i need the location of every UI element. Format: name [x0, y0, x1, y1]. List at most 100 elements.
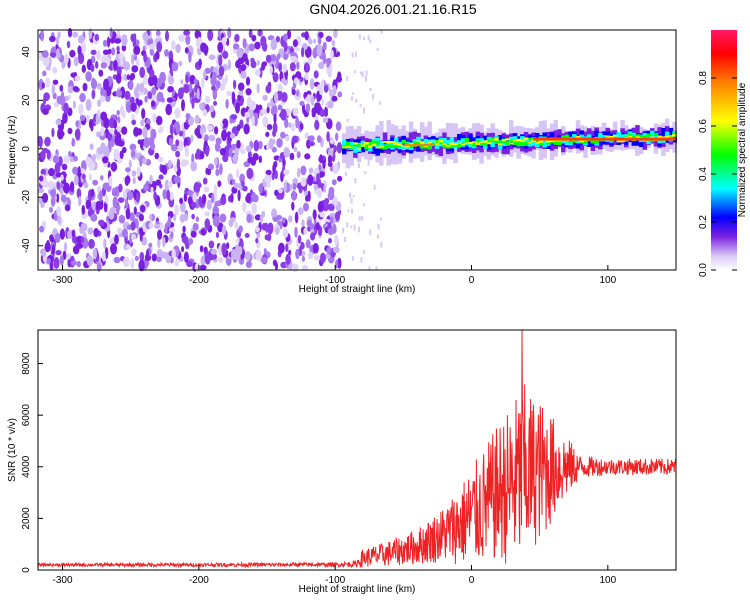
signal-band-cell — [538, 140, 544, 143]
spectrogram-cell — [358, 216, 361, 221]
spectrogram-cell — [259, 67, 263, 78]
spectrogram-cell — [139, 251, 145, 262]
spectrogram-cell — [283, 147, 291, 158]
spectrogram-cell — [329, 216, 334, 224]
signal-band-cell — [356, 142, 362, 152]
spectrogram-cell — [274, 170, 278, 180]
spectrogram-cell — [96, 50, 101, 61]
signal-band-cell — [531, 140, 536, 146]
spectrogram-cell — [71, 137, 75, 147]
spectrogram-cell — [139, 66, 146, 79]
spectrogram-cell — [255, 249, 262, 261]
spectrogram-cell — [244, 251, 251, 261]
signal-band-cell — [368, 143, 373, 152]
signal-band-cell — [527, 137, 533, 141]
spectrogram-cell — [331, 39, 335, 47]
spectrogram-cell — [307, 135, 315, 141]
signal-band-cell — [460, 143, 466, 146]
spectrogram-cell — [313, 218, 317, 226]
signal-band-cell — [483, 141, 488, 147]
spectrogram-cell — [53, 257, 60, 269]
spectrogram-cell — [292, 178, 299, 184]
spectrogram-cell — [54, 233, 61, 244]
spectrogram-cell — [221, 129, 228, 142]
signal-band-cell — [564, 134, 570, 140]
spectrogram-cell — [110, 47, 116, 56]
signal-band-cell — [657, 135, 662, 138]
spectrogram-cell — [266, 124, 273, 131]
spectrogram-cell — [256, 59, 260, 66]
spectrogram-cell — [363, 249, 366, 255]
spectrogram-cell — [298, 207, 304, 216]
spectrogram-cell — [77, 35, 85, 44]
spectrogram-cell — [61, 163, 68, 171]
spectrogram-cell — [229, 132, 236, 139]
signal-band-cell — [457, 142, 462, 148]
spectrogram-cell — [60, 187, 64, 197]
spectrogram-cell — [143, 73, 148, 83]
spectrogram-cell — [323, 184, 327, 193]
signal-band-cell — [394, 138, 399, 146]
spectrogram-cell — [103, 78, 110, 91]
signal-band-cell — [490, 139, 495, 141]
spectrogram-cell — [114, 135, 122, 146]
spectrogram-cell — [154, 223, 161, 229]
signal-band-cell — [379, 146, 384, 149]
colorbar-label: Normalized spectral amplitude — [737, 82, 748, 217]
signal-band-cell — [516, 141, 521, 147]
signal-band-core — [532, 137, 676, 141]
spectrogram-cell — [202, 177, 208, 185]
spectrogram-cell — [162, 236, 166, 248]
spectrogram-cell — [71, 260, 77, 266]
signal-band-cell — [382, 145, 388, 150]
signal-band-cell — [527, 142, 533, 144]
spectrogram-cell — [90, 213, 98, 222]
spectrogram-cell — [56, 206, 62, 217]
spectrogram-cell — [243, 161, 251, 168]
spectrogram-x-tick-label: 0 — [469, 275, 475, 286]
spectrogram-cell — [186, 260, 193, 268]
signal-band-cell — [449, 142, 455, 146]
spectrogram-cell — [196, 182, 202, 189]
signal-band-cell — [401, 139, 406, 144]
spectrogram-cell — [207, 124, 214, 132]
spectrogram-cell — [225, 74, 228, 84]
signal-band-cell — [586, 137, 592, 147]
spectrogram-cell — [70, 72, 77, 78]
spectrogram-cell — [85, 156, 93, 166]
spectrogram-cell — [183, 29, 191, 36]
signal-band-cell — [509, 142, 514, 145]
spectrogram-cell — [155, 50, 160, 60]
spectrogram-cell — [179, 197, 184, 204]
spectrogram-cell — [301, 255, 305, 262]
spectrogram-cell — [129, 74, 135, 81]
spectrogram-cell — [159, 183, 163, 189]
spectrogram-cell — [40, 150, 46, 161]
spectrogram-cell — [236, 139, 241, 149]
spectrogram-cell — [199, 264, 207, 271]
spectrogram-cell — [289, 152, 295, 161]
signal-band-cell — [342, 146, 347, 149]
spectrogram-cell — [124, 90, 131, 100]
snr-x-tick-label: -100 — [325, 575, 345, 586]
spectrogram-cell — [254, 69, 261, 76]
spectrogram-cell — [114, 186, 120, 198]
spectrogram-cell — [215, 169, 220, 176]
spectrogram-cell — [142, 31, 149, 41]
spectrogram-cell — [270, 38, 278, 51]
snr-y-tick-label: 4000 — [21, 455, 32, 478]
spectrogram-cell — [218, 65, 225, 77]
signal-band-cell — [471, 143, 477, 147]
signal-band-cell — [394, 142, 399, 145]
signal-band-cell — [356, 148, 362, 150]
spectrogram-cell — [185, 74, 189, 84]
spectrogram-cell — [40, 168, 46, 176]
spectrogram-cell — [145, 249, 150, 261]
signal-band-cell — [486, 142, 492, 145]
spectrogram-cell — [39, 225, 45, 233]
signal-band-cell — [419, 141, 425, 144]
spectrogram-cell — [98, 69, 104, 77]
spectrogram-cell — [358, 34, 361, 40]
spectrogram-cell — [285, 253, 291, 265]
spectrogram-cell — [202, 70, 207, 80]
